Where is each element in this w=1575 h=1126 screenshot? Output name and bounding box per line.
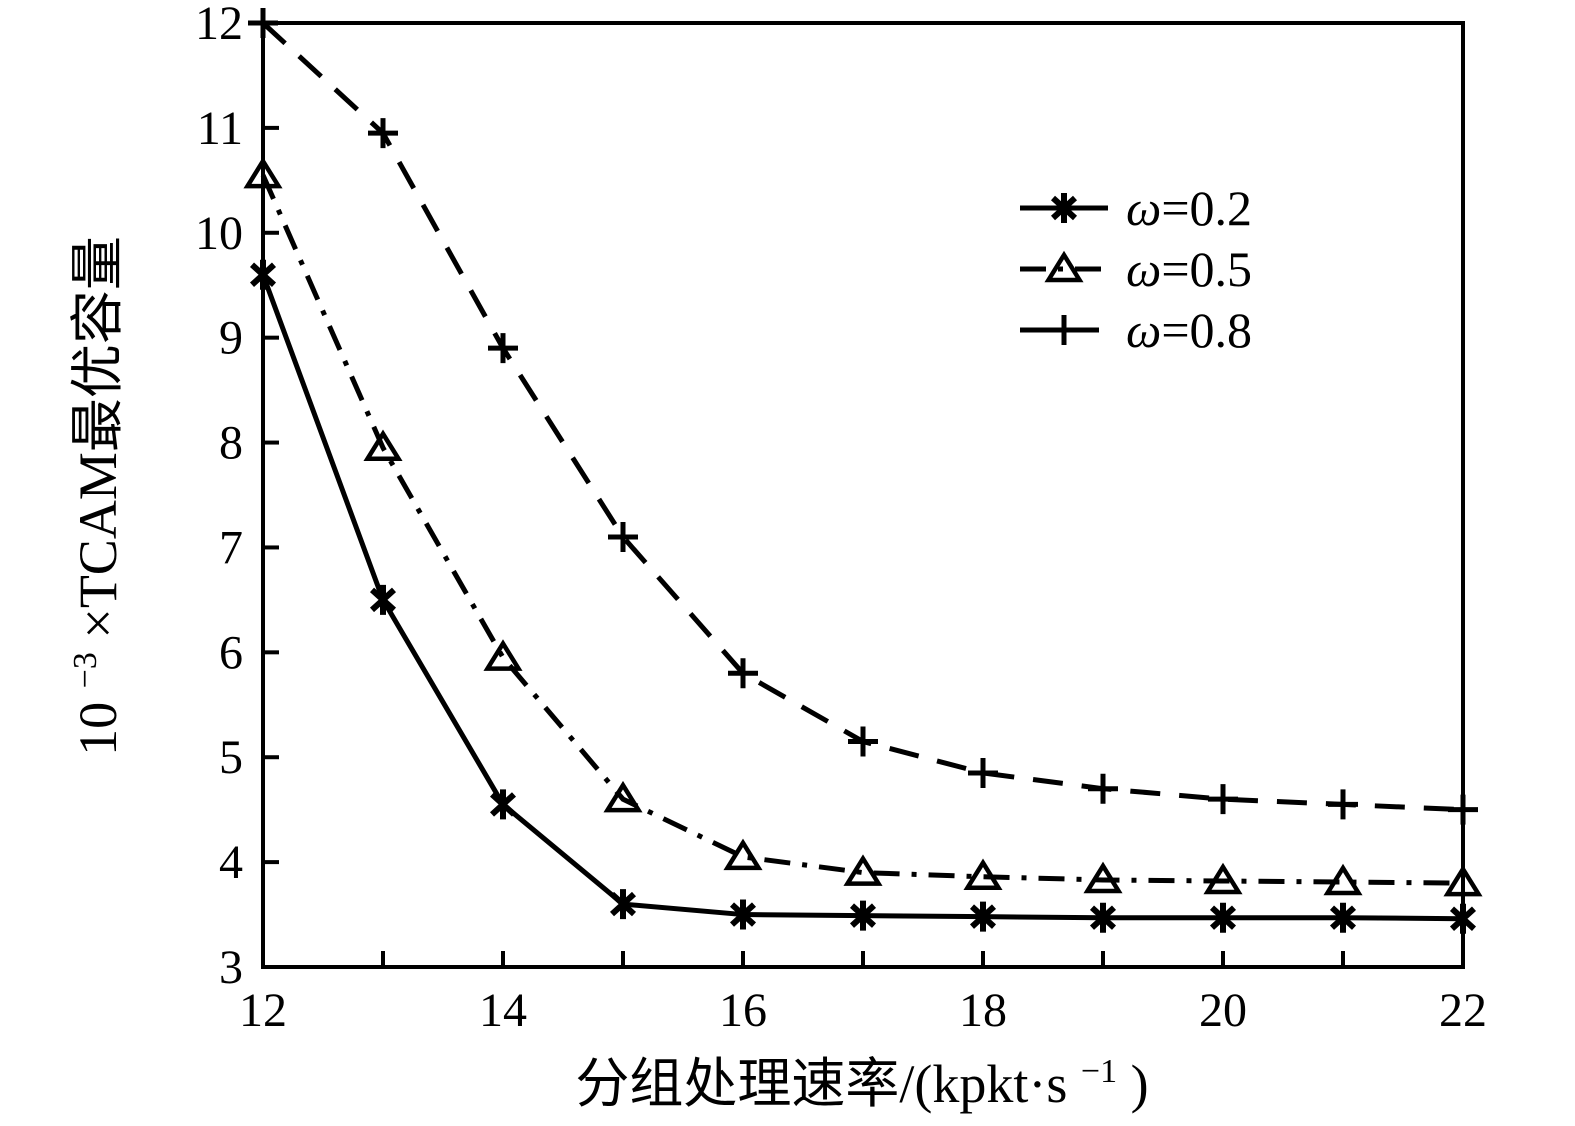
legend-omega-symbol: ω <box>1126 241 1161 297</box>
x-tick-label: 18 <box>959 984 1007 1037</box>
plus-marker <box>1328 789 1358 820</box>
y-axis-label-rest: ×TCAM最优容量 <box>68 236 128 638</box>
y-tick-label: 11 <box>197 102 243 155</box>
y-tick-label: 7 <box>219 521 243 574</box>
legend-label: ω=0.8 <box>1126 302 1252 358</box>
plus-marker <box>968 757 998 788</box>
y-axis-label: 10 −3 ×TCAM最优容量 <box>48 236 128 756</box>
y-axis-label-base: 10 <box>68 702 128 756</box>
asterisk-marker <box>1449 903 1477 934</box>
y-axis-label-superscript: −3 <box>67 652 104 688</box>
y-tick-label: 8 <box>219 417 243 470</box>
y-tick-label: 9 <box>219 312 243 365</box>
legend-value-text: =0.2 <box>1161 180 1252 236</box>
x-tick-label: 16 <box>719 984 767 1037</box>
triangle-marker <box>363 429 403 462</box>
triangle-marker <box>1044 250 1084 283</box>
asterisk-marker <box>1329 902 1357 933</box>
y-tick-label: 5 <box>219 731 243 784</box>
x-axis-label-text: 分组处理速率/(kpkt·s <box>575 1054 1067 1114</box>
x-axis-label-superscript: −1 <box>1081 1053 1117 1090</box>
legend-row: ω=0.8 <box>1020 302 1252 358</box>
triangle-marker <box>603 780 643 813</box>
asterisk-marker <box>489 789 517 820</box>
plus-marker <box>1208 784 1238 815</box>
legend-label: ω=0.2 <box>1126 180 1252 236</box>
plus-marker <box>728 658 758 689</box>
plot-border-layer <box>261 21 1465 969</box>
triangle-marker <box>1323 863 1363 896</box>
asterisk-marker <box>969 901 997 932</box>
asterisk-marker <box>1209 902 1237 933</box>
series-lines-layer <box>260 21 1464 922</box>
legend-omega-symbol: ω <box>1126 302 1161 358</box>
y-tick-label: 3 <box>219 941 243 994</box>
tick-labels-layer: 12 14 16 18 20 22 3 4 5 6 7 8 9 10 11 12 <box>195 0 1487 1037</box>
y-tick-label: 12 <box>195 0 243 50</box>
y-tick-label: 10 <box>195 207 243 260</box>
triangle-marker <box>1203 862 1243 895</box>
series-line-2 <box>261 21 1464 813</box>
triangle-marker <box>963 858 1003 891</box>
asterisk-marker <box>249 259 277 290</box>
legend-layer: ω=0.2ω=0.5ω=0.8 <box>1020 180 1252 358</box>
legend-omega-symbol: ω <box>1126 180 1161 236</box>
x-tick-label: 22 <box>1439 984 1487 1037</box>
y-tick-label: 6 <box>219 626 243 679</box>
triangle-marker <box>723 838 763 871</box>
plot-border <box>261 21 1465 969</box>
x-axis-label-close-paren: ) <box>1131 1054 1149 1114</box>
plus-marker <box>848 726 878 757</box>
x-tick-label: 12 <box>239 984 287 1037</box>
data-markers-layer <box>243 8 1483 934</box>
legend-label: ω=0.5 <box>1126 241 1252 297</box>
legend-row: ω=0.2 <box>1020 180 1252 236</box>
y-tick-label: 4 <box>219 836 243 889</box>
asterisk-marker <box>729 899 757 930</box>
legend-value-text: =0.8 <box>1161 302 1252 358</box>
plus-marker <box>608 521 638 552</box>
triangle-marker <box>243 156 283 189</box>
plus-marker <box>488 333 518 364</box>
triangle-marker <box>1083 861 1123 894</box>
triangle-marker <box>843 854 883 886</box>
asterisk-marker <box>849 900 877 931</box>
asterisk-marker <box>1089 902 1117 933</box>
x-tick-label: 14 <box>479 984 527 1037</box>
plus-marker <box>1049 315 1079 345</box>
triangle-marker <box>483 639 523 671</box>
x-axis-label: 分组处理速率/(kpkt·s −1 ) <box>575 1034 1148 1114</box>
plus-marker <box>1448 794 1478 825</box>
asterisk-marker <box>609 889 637 920</box>
triangle-marker <box>1443 864 1483 897</box>
axis-ticks-layer <box>261 21 1465 969</box>
series-line-1 <box>260 174 1464 886</box>
plus-marker <box>368 118 398 149</box>
asterisk-marker <box>1050 193 1078 223</box>
legend-value-text: =0.5 <box>1161 241 1252 297</box>
legend-row: ω=0.5 <box>1020 241 1252 297</box>
x-tick-label: 20 <box>1199 984 1247 1037</box>
plus-marker <box>1088 773 1118 804</box>
asterisk-marker <box>369 584 397 615</box>
plus-marker <box>248 8 278 38</box>
series-line-0 <box>260 273 1464 922</box>
